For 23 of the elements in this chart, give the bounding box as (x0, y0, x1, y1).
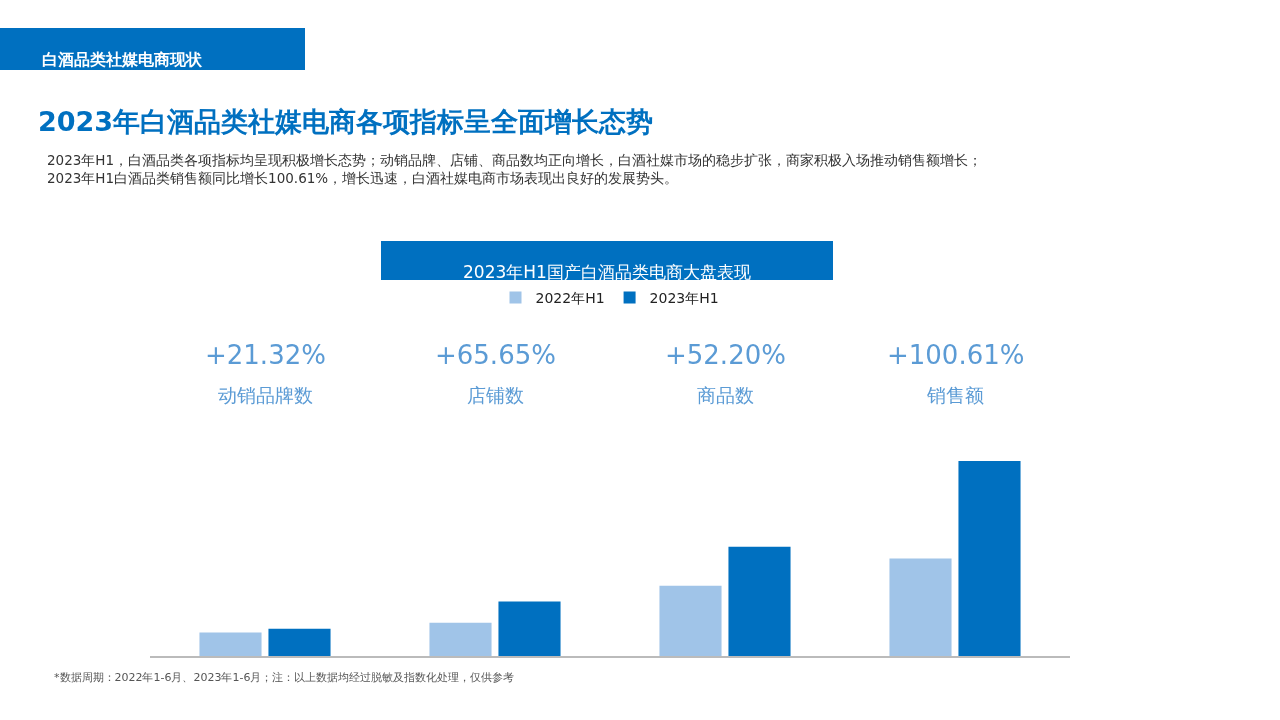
bar (498, 601, 561, 656)
bar (199, 632, 262, 656)
bar (889, 558, 952, 656)
bar (728, 546, 791, 656)
bar (659, 585, 722, 656)
legend-label: 2023年H1 (649, 290, 719, 307)
x-tick-label: 商品数 (697, 384, 754, 406)
text: 白酒品类社媒电商现状 (42, 50, 203, 69)
text: +100.61% (887, 340, 1025, 370)
x-tick-label: 动销品牌数 (218, 384, 313, 406)
chart-subtitle: 2023年H1，白酒品类各项指标均呈现积极增长态势；动销品牌、店铺、商品数均正向增长，白酒社媒市场的稳步扩张，商家积极入场推动销售额增长； 2023年H1白酒品类销售额同比增长100.61%，增长迅速，白酒社媒电商市场表现出良好的发展势头。 (47, 152, 983, 186)
text: *数据周期：2022年1-6月、2023年1-6月；注：以上数据均经过脱敏及指数化处理，仅供参考 (54, 671, 515, 684)
legend-label: 2022年H1 (535, 290, 605, 307)
text: 2023年H1国产白酒品类电商大盘表现 (463, 262, 751, 282)
text: +21.32% (205, 340, 326, 370)
text: +65.65% (435, 340, 556, 370)
text: +52.20% (665, 340, 786, 370)
bar (429, 622, 492, 656)
chart-title: 2023年白酒品类社媒电商各项指标呈全面增长态势 (38, 106, 654, 138)
x-tick-label: 销售额 (926, 384, 984, 406)
bar (958, 461, 1021, 656)
bar (268, 628, 331, 656)
x-tick-label: 店铺数 (467, 384, 524, 406)
